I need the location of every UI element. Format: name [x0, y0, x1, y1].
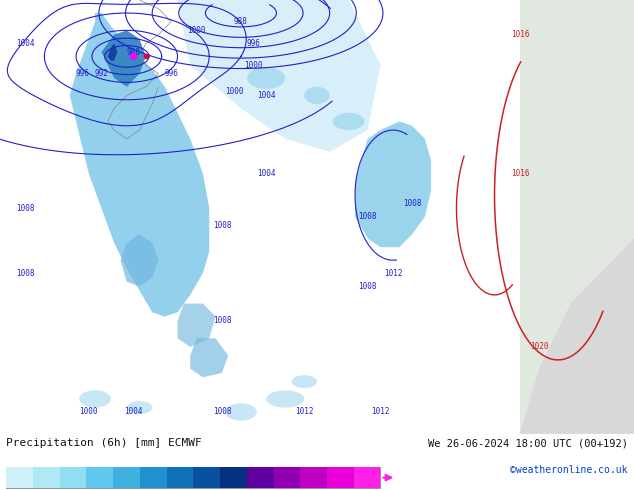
Ellipse shape: [79, 390, 111, 408]
Polygon shape: [178, 304, 216, 347]
Bar: [273, 467, 301, 488]
Text: 1008: 1008: [212, 317, 231, 325]
Text: 1008: 1008: [16, 269, 35, 278]
Text: 1008: 1008: [358, 282, 377, 291]
Text: ©weatheronline.co.uk: ©weatheronline.co.uk: [510, 465, 628, 475]
Text: 1020: 1020: [529, 343, 548, 351]
Ellipse shape: [225, 403, 257, 420]
Text: 1000: 1000: [225, 87, 244, 96]
Bar: [140, 467, 167, 488]
Bar: [60, 467, 86, 488]
Text: 1004: 1004: [124, 408, 143, 416]
Polygon shape: [120, 234, 158, 286]
Text: 1008: 1008: [212, 408, 231, 416]
Polygon shape: [190, 338, 228, 377]
Ellipse shape: [247, 67, 285, 89]
Text: 1008: 1008: [212, 221, 231, 230]
Text: 988: 988: [126, 48, 140, 56]
Text: 996: 996: [75, 69, 89, 78]
Polygon shape: [355, 122, 431, 247]
Bar: [6, 467, 380, 488]
Text: 1000: 1000: [244, 61, 263, 70]
Bar: [86, 467, 113, 488]
Ellipse shape: [292, 375, 317, 388]
Text: 1012: 1012: [295, 408, 314, 416]
Polygon shape: [178, 0, 380, 152]
Text: 1000: 1000: [79, 408, 98, 416]
Ellipse shape: [304, 87, 330, 104]
Text: 1008: 1008: [403, 199, 422, 208]
Bar: [301, 467, 327, 488]
Text: 1004: 1004: [16, 39, 35, 48]
Bar: [327, 467, 354, 488]
Text: We 26-06-2024 18:00 UTC (00+192): We 26-06-2024 18:00 UTC (00+192): [428, 438, 628, 448]
Text: 1012: 1012: [371, 408, 390, 416]
Text: Precipitation (6h) [mm] ECMWF: Precipitation (6h) [mm] ECMWF: [6, 438, 202, 448]
Ellipse shape: [127, 401, 152, 414]
Text: 1004: 1004: [257, 91, 276, 100]
Text: 1004: 1004: [257, 169, 276, 178]
Text: 996: 996: [164, 69, 178, 78]
Bar: [167, 467, 193, 488]
Bar: [247, 467, 273, 488]
Polygon shape: [101, 30, 146, 87]
Polygon shape: [520, 239, 634, 434]
Bar: [354, 467, 380, 488]
Bar: [113, 467, 140, 488]
Text: 1008: 1008: [358, 212, 377, 221]
Bar: [6, 467, 33, 488]
Text: 1016: 1016: [510, 30, 529, 39]
Polygon shape: [70, 13, 209, 317]
Bar: [193, 467, 220, 488]
Text: 1000: 1000: [187, 26, 206, 35]
Bar: [220, 467, 247, 488]
Text: 1008: 1008: [16, 204, 35, 213]
Ellipse shape: [266, 390, 304, 408]
Text: 996: 996: [247, 39, 261, 48]
Text: 992: 992: [94, 69, 108, 78]
Text: 988: 988: [234, 17, 248, 26]
Ellipse shape: [333, 113, 365, 130]
Polygon shape: [108, 44, 117, 61]
Bar: [33, 467, 60, 488]
Text: 1016: 1016: [510, 169, 529, 178]
Polygon shape: [520, 0, 634, 434]
Text: 1012: 1012: [384, 269, 403, 278]
